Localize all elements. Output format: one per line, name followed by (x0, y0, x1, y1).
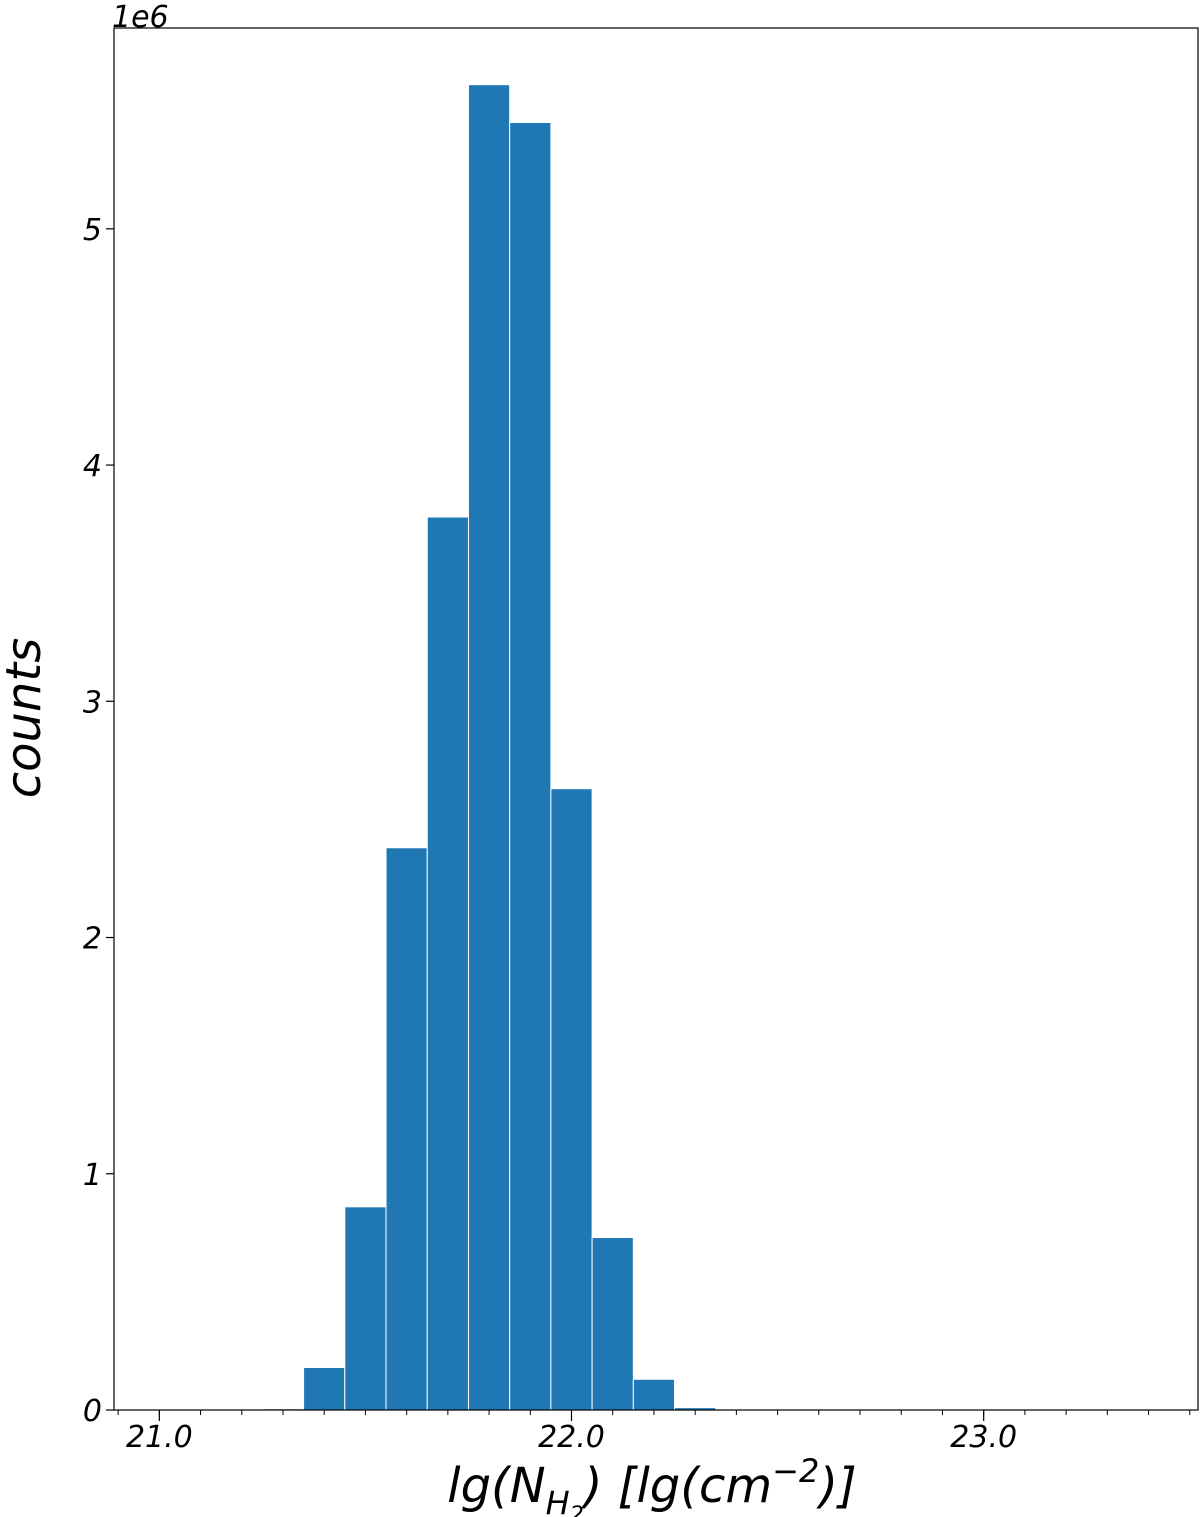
histogram-bar-7 (467, 84, 511, 1411)
histogram-bar-9 (550, 788, 593, 1411)
x-label-subsub: 2 (570, 1503, 584, 1517)
plot-area: 21.0 22.0 23.0 0 1 2 3 4 5 (83, 27, 1199, 1455)
histogram-bar-5 (385, 847, 428, 1411)
y-tick-label-2: 2 (83, 922, 102, 957)
x-axis-label: lg(NH2) [lg(cm−2)] (447, 1452, 857, 1517)
histogram-bar-3 (303, 1366, 346, 1411)
histogram-bar-11 (632, 1378, 676, 1411)
y-axis-label: counts (0, 638, 52, 798)
x-label-mid: ) [lg(cm (581, 1458, 772, 1514)
x-tick-label-2: 23.0 (950, 1420, 1017, 1455)
y-tick-label-4: 4 (83, 449, 102, 484)
y-tick-label-0: 0 (83, 1394, 102, 1429)
histogram-bar-8 (509, 121, 552, 1411)
axes-frame (113, 27, 1199, 1411)
y-tick-label-3: 3 (83, 685, 102, 720)
x-label-sup: −2 (772, 1452, 819, 1490)
x-label-pre: lg(N (447, 1458, 545, 1514)
x-axis-ticks: 21.0 22.0 23.0 (117, 1410, 1191, 1455)
y-tick-label-5: 5 (83, 213, 102, 248)
y-axis-ticks: 0 1 2 3 4 5 (83, 213, 114, 1429)
x-label-post: )] (816, 1458, 856, 1514)
histogram-bar-10 (591, 1237, 634, 1411)
y-offset-label: 1e6 (112, 0, 169, 35)
x-label-sub: H (546, 1484, 570, 1517)
y-tick-label-1: 1 (83, 1158, 102, 1193)
histogram-bar-4 (344, 1206, 387, 1411)
histogram-bars (261, 84, 717, 1411)
x-tick-label-0: 21.0 (126, 1420, 193, 1455)
histogram-bar-6 (426, 516, 469, 1411)
x-tick-label-1: 22.0 (538, 1420, 605, 1455)
